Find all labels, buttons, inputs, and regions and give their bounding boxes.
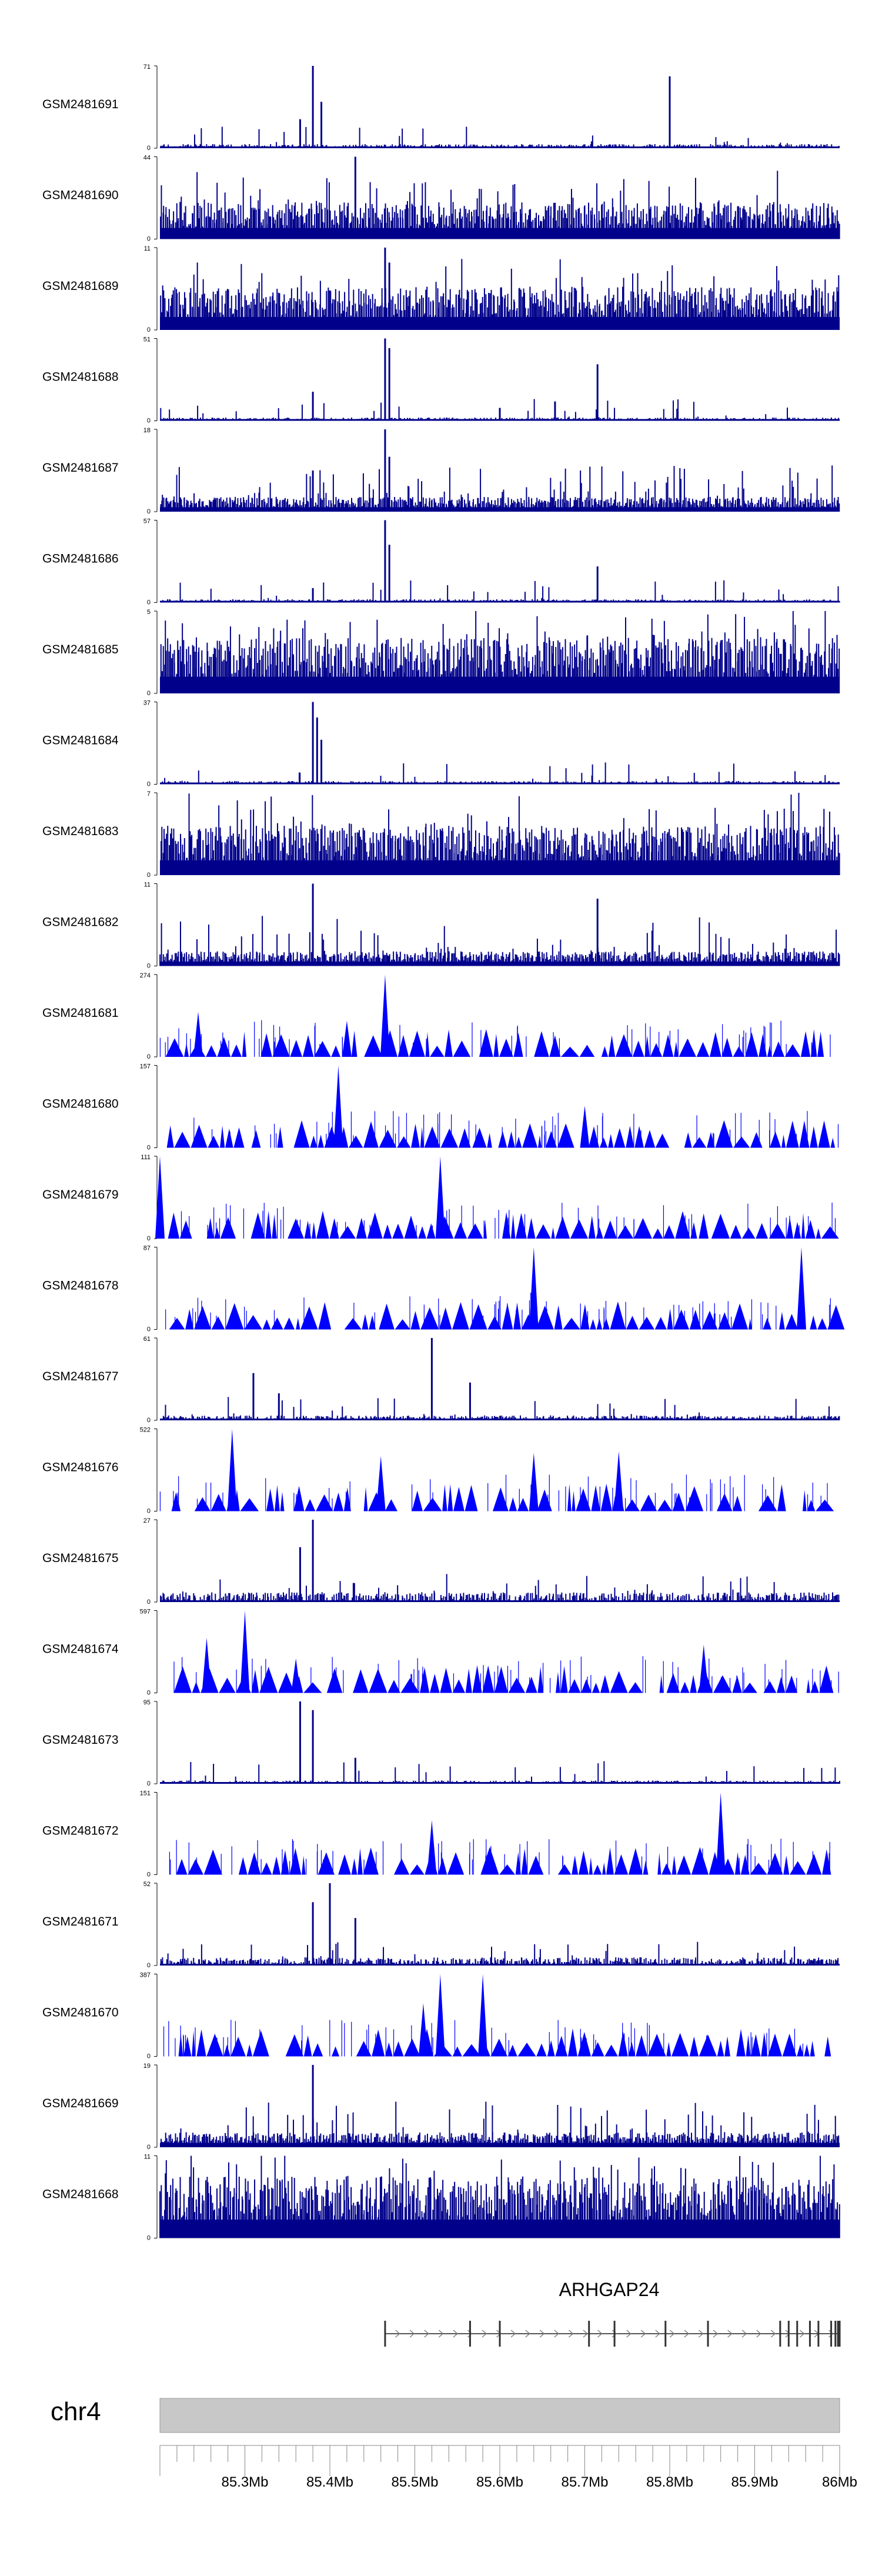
track-label: GSM2481684 xyxy=(42,734,119,748)
coverage-peak xyxy=(312,392,314,421)
coverage-peak xyxy=(384,248,386,330)
coverage-peak xyxy=(312,702,314,785)
coverage-peak xyxy=(320,739,323,785)
y-min-label: 0 xyxy=(147,599,151,606)
coverage-peak xyxy=(596,364,599,421)
y-max-label: 37 xyxy=(143,700,151,707)
y-min-label: 0 xyxy=(147,690,151,697)
track-label: GSM2481688 xyxy=(42,371,119,384)
coverage-peak xyxy=(312,588,314,603)
y-min-label: 0 xyxy=(147,872,151,879)
coverage-peak xyxy=(388,262,390,330)
coverage-peak xyxy=(384,338,386,421)
track-label: GSM2481686 xyxy=(42,552,119,566)
y-min-label: 0 xyxy=(147,508,151,515)
track-label: GSM2481689 xyxy=(42,279,119,293)
coverage-floor xyxy=(160,507,840,512)
y-max-label: 44 xyxy=(143,155,151,162)
coverage-peak xyxy=(499,408,501,421)
coverage-peak xyxy=(388,456,390,512)
coverage-floor xyxy=(160,782,840,785)
coverage-peak xyxy=(388,348,390,421)
coverage-peak xyxy=(596,566,599,603)
track-label: GSM2481685 xyxy=(42,643,119,656)
coverage-peak xyxy=(384,429,386,512)
track-label: GSM2481690 xyxy=(42,189,119,202)
track-label: GSM2481691 xyxy=(42,98,119,111)
y-max-label: 18 xyxy=(143,427,151,434)
coverage-peak xyxy=(312,66,314,148)
track-label: GSM2481687 xyxy=(42,461,119,475)
coverage-peak xyxy=(312,471,314,512)
coverage-peak xyxy=(354,156,356,239)
y-max-label: 71 xyxy=(143,64,151,71)
y-max-label: 7 xyxy=(147,790,151,798)
y-max-label: 5 xyxy=(147,609,151,616)
coverage-peak xyxy=(384,520,386,603)
coverage-floor xyxy=(160,676,840,693)
coverage-peak xyxy=(316,717,318,785)
y-max-label: 57 xyxy=(143,518,151,525)
coverage-peak xyxy=(554,401,556,421)
coverage-floor xyxy=(160,600,840,603)
coverage-peak xyxy=(669,76,671,148)
y-min-label: 0 xyxy=(147,236,151,243)
coverage-floor xyxy=(160,146,840,148)
y-min-label: 0 xyxy=(147,781,151,788)
y-max-label: 11 xyxy=(144,245,151,252)
track-label: GSM2481683 xyxy=(42,825,119,838)
coverage-peak xyxy=(388,545,390,603)
y-min-label: 0 xyxy=(147,145,151,152)
y-min-label: 0 xyxy=(147,418,151,425)
coverage-peak xyxy=(320,102,323,148)
coverage-floor xyxy=(160,228,840,239)
y-max-label: 51 xyxy=(143,336,151,343)
coverage-peak xyxy=(299,119,301,148)
y-min-label: 0 xyxy=(147,326,151,333)
coverage-floor xyxy=(160,316,840,330)
